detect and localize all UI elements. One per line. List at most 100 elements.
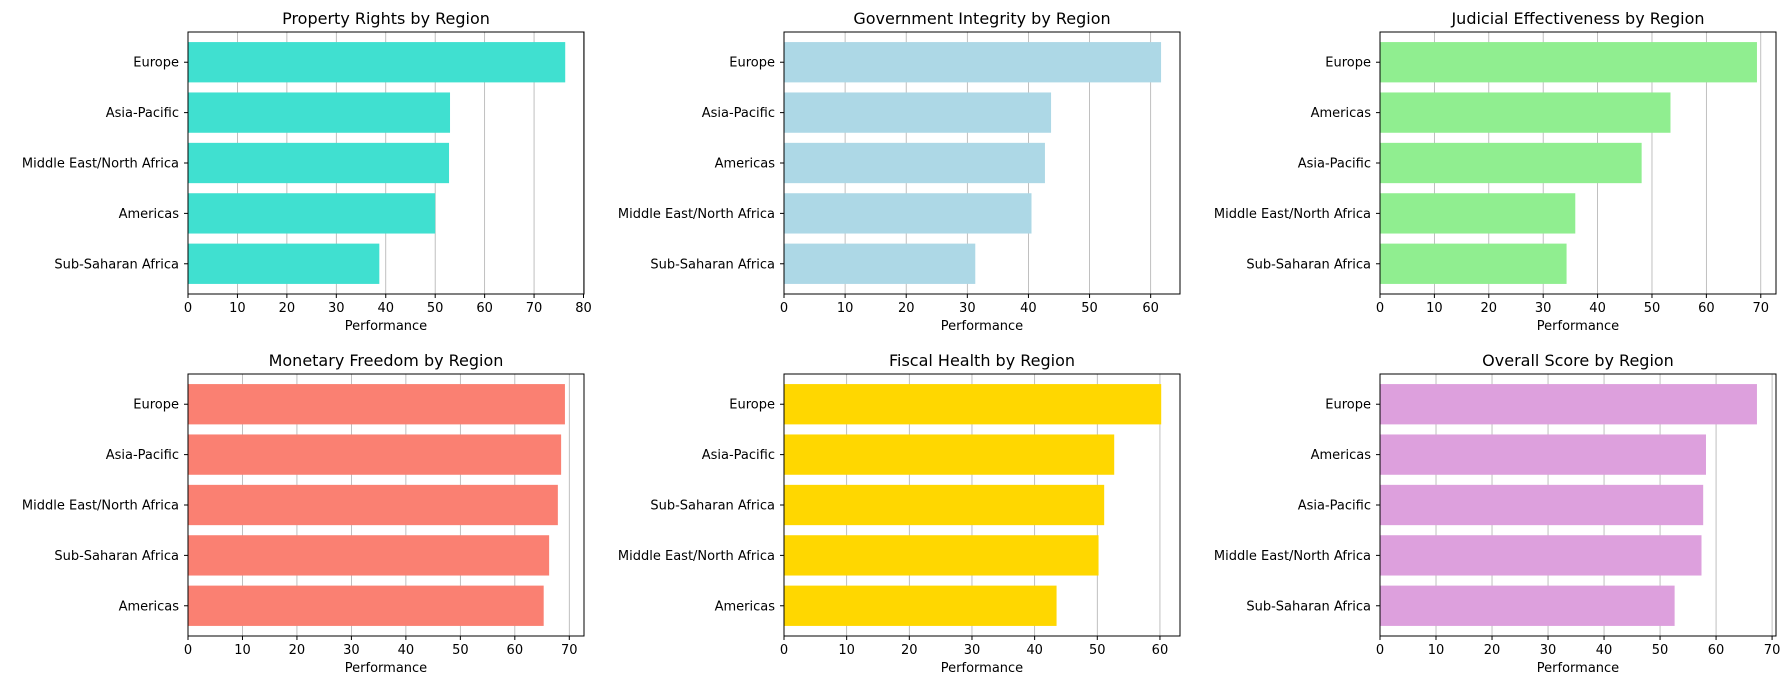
x-tick-label: 60 bbox=[1152, 643, 1169, 658]
x-tick-label: 30 bbox=[1540, 643, 1557, 658]
x-tick-label: 0 bbox=[780, 301, 788, 316]
x-tick-label: 40 bbox=[398, 643, 415, 658]
x-tick-label: 20 bbox=[279, 301, 296, 316]
category-label: Europe bbox=[133, 56, 179, 71]
category-label: Americas bbox=[119, 599, 180, 614]
category-label: Americas bbox=[715, 599, 776, 614]
x-tick-label: 60 bbox=[1142, 301, 1159, 316]
bar bbox=[1380, 42, 1757, 83]
x-tick-label: 50 bbox=[1644, 301, 1661, 316]
bar bbox=[1380, 535, 1702, 576]
bar bbox=[1380, 92, 1671, 133]
bar bbox=[1380, 434, 1706, 475]
x-tick-label: 40 bbox=[377, 301, 394, 316]
category-label: Middle East/North Africa bbox=[618, 207, 775, 222]
axes-frame bbox=[187, 31, 585, 295]
bar bbox=[188, 193, 436, 234]
category-label: Asia-Pacific bbox=[702, 448, 775, 463]
x-tick-label: 20 bbox=[1484, 643, 1501, 658]
x-tick-label: 70 bbox=[526, 301, 543, 316]
category-label: Sub-Saharan Africa bbox=[54, 257, 179, 272]
x-axis-label: Performance bbox=[941, 661, 1023, 676]
x-tick-label: 40 bbox=[1026, 643, 1043, 658]
category-label: Asia-Pacific bbox=[1298, 157, 1371, 172]
bar bbox=[1380, 585, 1675, 626]
bar bbox=[784, 92, 1052, 133]
chart-title: Judicial Effectiveness by Region bbox=[1450, 9, 1704, 28]
x-tick-label: 70 bbox=[1764, 643, 1781, 658]
chart-title: Overall Score by Region bbox=[1482, 351, 1674, 370]
bar bbox=[784, 193, 1032, 234]
bar bbox=[188, 42, 566, 83]
x-tick-label: 10 bbox=[838, 643, 855, 658]
x-tick-label: 50 bbox=[1081, 301, 1098, 316]
bar bbox=[188, 243, 380, 284]
chart-panel-fiscal-health-by-region: Europe Asia-Pacific Sub-Saharan Africa Midd… bbox=[618, 351, 1181, 676]
category-label: Asia-Pacific bbox=[702, 106, 775, 121]
category-label: Americas bbox=[1311, 448, 1372, 463]
bar bbox=[784, 585, 1057, 626]
x-tick-label: 60 bbox=[476, 301, 493, 316]
x-tick-label: 10 bbox=[229, 301, 246, 316]
category-label: Asia-Pacific bbox=[106, 106, 179, 121]
category-label: Asia-Pacific bbox=[1298, 499, 1371, 514]
x-tick-label: 30 bbox=[959, 301, 976, 316]
x-axis-label: Performance bbox=[345, 319, 427, 334]
bar bbox=[1380, 384, 1757, 425]
bar bbox=[188, 142, 450, 184]
axes-frame bbox=[1379, 373, 1777, 637]
chart-title: Government Integrity by Region bbox=[853, 9, 1110, 28]
category-label: Middle East/North Africa bbox=[22, 499, 179, 514]
bar bbox=[188, 384, 565, 425]
bar bbox=[188, 535, 550, 576]
x-tick-label: 20 bbox=[1481, 301, 1498, 316]
category-label: Americas bbox=[1311, 106, 1372, 121]
category-label: Sub-Saharan Africa bbox=[1246, 257, 1371, 272]
chart-title: Property Rights by Region bbox=[282, 9, 490, 28]
x-tick-label: 10 bbox=[837, 301, 854, 316]
x-tick-label: 40 bbox=[1596, 643, 1613, 658]
x-tick-label: 0 bbox=[1376, 643, 1384, 658]
axes-frame bbox=[783, 31, 1181, 295]
bar bbox=[784, 384, 1162, 425]
bar bbox=[784, 243, 976, 284]
category-label: Sub-Saharan Africa bbox=[54, 549, 179, 564]
x-tick-label: 0 bbox=[1376, 301, 1384, 316]
bar bbox=[784, 42, 1162, 83]
category-label: Asia-Pacific bbox=[106, 448, 179, 463]
chart-title: Monetary Freedom by Region bbox=[269, 351, 504, 370]
bar bbox=[784, 434, 1115, 475]
chart-panel-judicial-effectiveness-by-region: Europe Americas Asia-Pacific Middle East/No… bbox=[1214, 9, 1777, 334]
bar bbox=[188, 484, 558, 526]
x-tick-label: 10 bbox=[234, 643, 251, 658]
x-tick-label: 80 bbox=[575, 301, 592, 316]
x-tick-label: 10 bbox=[1426, 301, 1443, 316]
bar bbox=[784, 535, 1099, 576]
axes-frame bbox=[187, 373, 585, 637]
x-tick-label: 50 bbox=[1652, 643, 1669, 658]
category-label: Sub-Saharan Africa bbox=[650, 499, 775, 514]
x-tick-label: 20 bbox=[898, 301, 915, 316]
x-tick-label: 30 bbox=[343, 643, 360, 658]
x-tick-label: 50 bbox=[427, 301, 444, 316]
bar bbox=[188, 92, 451, 133]
x-tick-label: 20 bbox=[289, 643, 306, 658]
x-tick-label: 20 bbox=[901, 643, 918, 658]
category-label: Sub-Saharan Africa bbox=[650, 257, 775, 272]
category-label: Americas bbox=[715, 157, 776, 172]
x-tick-label: 70 bbox=[561, 643, 578, 658]
x-tick-label: 0 bbox=[184, 643, 192, 658]
bar bbox=[1380, 484, 1704, 526]
chart-title: Fiscal Health by Region bbox=[889, 351, 1075, 370]
axes-frame bbox=[1379, 31, 1777, 295]
x-tick-label: 40 bbox=[1020, 301, 1037, 316]
chart-panel-government-integrity-by-region: Europe Asia-Pacific Americas Middle East/No… bbox=[618, 9, 1181, 334]
category-label: Middle East/North Africa bbox=[1214, 207, 1371, 222]
x-tick-label: 10 bbox=[1428, 643, 1445, 658]
category-label: Europe bbox=[729, 56, 775, 71]
chart-panel-property-rights-by-region: Europe Asia-Pacific Middle East/North Afri… bbox=[22, 9, 592, 334]
bar bbox=[188, 585, 544, 626]
category-label: Europe bbox=[729, 398, 775, 413]
bar bbox=[1380, 142, 1642, 184]
